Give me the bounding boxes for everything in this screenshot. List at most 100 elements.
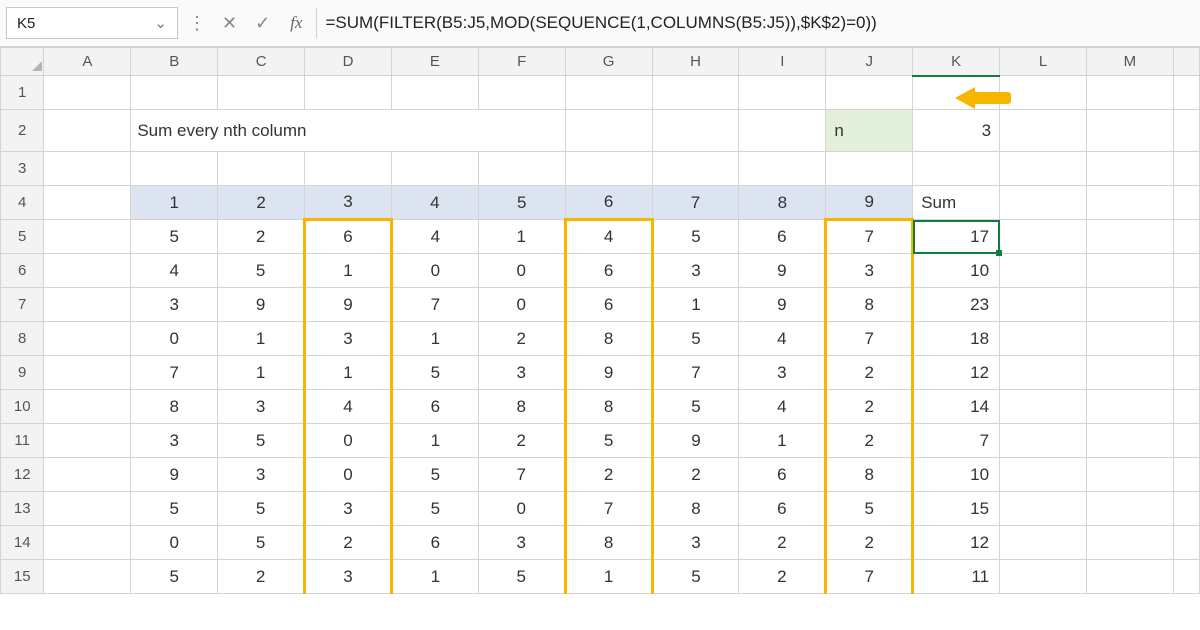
cell-L3[interactable] <box>1000 152 1087 186</box>
cell-C8[interactable]: 1 <box>218 322 305 356</box>
cell-D15[interactable]: 3 <box>305 560 392 594</box>
cell-C7[interactable]: 9 <box>218 288 305 322</box>
formula-input[interactable]: =SUM(FILTER(B5:J5,MOD(SEQUENCE(1,COLUMNS… <box>316 8 1200 38</box>
cell-F4[interactable]: 5 <box>478 186 565 220</box>
column-header-A[interactable]: A <box>44 48 131 76</box>
cell-D12[interactable]: 0 <box>305 458 392 492</box>
column-header-J[interactable]: J <box>826 48 913 76</box>
cell-M7[interactable] <box>1086 288 1173 322</box>
cell-B6[interactable]: 4 <box>131 254 218 288</box>
cell-L5[interactable] <box>1000 220 1087 254</box>
cell-C4[interactable]: 2 <box>218 186 305 220</box>
cell-G7[interactable]: 6 <box>565 288 652 322</box>
cell-D4[interactable]: 3 <box>305 186 392 220</box>
row-header-3[interactable]: 3 <box>1 152 44 186</box>
spreadsheet-grid[interactable]: ABCDEFGHIJKLM 12Sum every nth columnn334… <box>0 47 1200 594</box>
row-header-2[interactable]: 2 <box>1 110 44 152</box>
cell-I13[interactable]: 6 <box>739 492 826 526</box>
cell-H12[interactable]: 2 <box>652 458 739 492</box>
cell-L9[interactable] <box>1000 356 1087 390</box>
confirm-icon[interactable]: ✓ <box>249 13 276 34</box>
cell-C13[interactable]: 5 <box>218 492 305 526</box>
cell-J5[interactable]: 7 <box>826 220 913 254</box>
row-header-5[interactable]: 5 <box>1 220 44 254</box>
column-header-B[interactable]: B <box>131 48 218 76</box>
cell-D11[interactable]: 0 <box>305 424 392 458</box>
column-header-D[interactable]: D <box>305 48 392 76</box>
cell-J9[interactable]: 2 <box>826 356 913 390</box>
cell-H9[interactable]: 7 <box>652 356 739 390</box>
cell-D3[interactable] <box>305 152 392 186</box>
cell-L2[interactable] <box>1000 110 1087 152</box>
row-header-12[interactable]: 12 <box>1 458 44 492</box>
cell-F15[interactable]: 5 <box>478 560 565 594</box>
column-header-K[interactable]: K <box>913 48 1000 76</box>
cell-B13[interactable]: 5 <box>131 492 218 526</box>
cell-G6[interactable]: 6 <box>565 254 652 288</box>
cell-A6[interactable] <box>44 254 131 288</box>
cancel-icon[interactable]: ✕ <box>216 13 243 34</box>
cell-J11[interactable]: 2 <box>826 424 913 458</box>
cell-G3[interactable] <box>565 152 652 186</box>
cell-I12[interactable]: 6 <box>739 458 826 492</box>
cell-G4[interactable]: 6 <box>565 186 652 220</box>
cell-E7[interactable]: 7 <box>391 288 478 322</box>
cell-E10[interactable]: 6 <box>391 390 478 424</box>
title-cell[interactable]: Sum every nth column <box>131 110 565 152</box>
cell-M9[interactable] <box>1086 356 1173 390</box>
cell-M15[interactable] <box>1086 560 1173 594</box>
cell-J10[interactable]: 2 <box>826 390 913 424</box>
cell-L13[interactable] <box>1000 492 1087 526</box>
cell-I2[interactable] <box>739 110 826 152</box>
cell-A14[interactable] <box>44 526 131 560</box>
cell-I8[interactable]: 4 <box>739 322 826 356</box>
row-header-9[interactable]: 9 <box>1 356 44 390</box>
cell-D13[interactable]: 3 <box>305 492 392 526</box>
cell-A9[interactable] <box>44 356 131 390</box>
cell-E1[interactable] <box>391 76 478 110</box>
cell-K9[interactable]: 12 <box>913 356 1000 390</box>
cell-A13[interactable] <box>44 492 131 526</box>
cell-M4[interactable] <box>1086 186 1173 220</box>
row-header-15[interactable]: 15 <box>1 560 44 594</box>
row-header-10[interactable]: 10 <box>1 390 44 424</box>
cell-E3[interactable] <box>391 152 478 186</box>
cell-K11[interactable]: 7 <box>913 424 1000 458</box>
cell-H1[interactable] <box>652 76 739 110</box>
cell-A10[interactable] <box>44 390 131 424</box>
cell-H10[interactable]: 5 <box>652 390 739 424</box>
cell-M3[interactable] <box>1086 152 1173 186</box>
cell-G8[interactable]: 8 <box>565 322 652 356</box>
cell-D5[interactable]: 6 <box>305 220 392 254</box>
cell-D6[interactable]: 1 <box>305 254 392 288</box>
cell-I10[interactable]: 4 <box>739 390 826 424</box>
cell-M11[interactable] <box>1086 424 1173 458</box>
cell-J13[interactable]: 5 <box>826 492 913 526</box>
row-header-8[interactable]: 8 <box>1 322 44 356</box>
row-header-6[interactable]: 6 <box>1 254 44 288</box>
row-header-14[interactable]: 14 <box>1 526 44 560</box>
cell-B3[interactable] <box>131 152 218 186</box>
column-header-L[interactable]: L <box>1000 48 1087 76</box>
cell-H14[interactable]: 3 <box>652 526 739 560</box>
column-header-I[interactable]: I <box>739 48 826 76</box>
cell-H3[interactable] <box>652 152 739 186</box>
column-header-E[interactable]: E <box>391 48 478 76</box>
cell-C11[interactable]: 5 <box>218 424 305 458</box>
cell-E8[interactable]: 1 <box>391 322 478 356</box>
cell-J3[interactable] <box>826 152 913 186</box>
cell-H11[interactable]: 9 <box>652 424 739 458</box>
fx-icon[interactable]: fx <box>282 13 310 33</box>
cell-J15[interactable]: 7 <box>826 560 913 594</box>
cell-D9[interactable]: 1 <box>305 356 392 390</box>
cell-H5[interactable]: 5 <box>652 220 739 254</box>
cell-B11[interactable]: 3 <box>131 424 218 458</box>
cell-K5[interactable]: 17 <box>913 220 1000 254</box>
cell-F13[interactable]: 0 <box>478 492 565 526</box>
cell-D14[interactable]: 2 <box>305 526 392 560</box>
row-header-4[interactable]: 4 <box>1 186 44 220</box>
cell-I1[interactable] <box>739 76 826 110</box>
cell-I15[interactable]: 2 <box>739 560 826 594</box>
cell-K2[interactable]: 3 <box>913 110 1000 152</box>
cell-I9[interactable]: 3 <box>739 356 826 390</box>
